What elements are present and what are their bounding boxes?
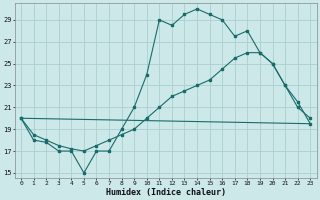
X-axis label: Humidex (Indice chaleur): Humidex (Indice chaleur) bbox=[106, 188, 226, 197]
